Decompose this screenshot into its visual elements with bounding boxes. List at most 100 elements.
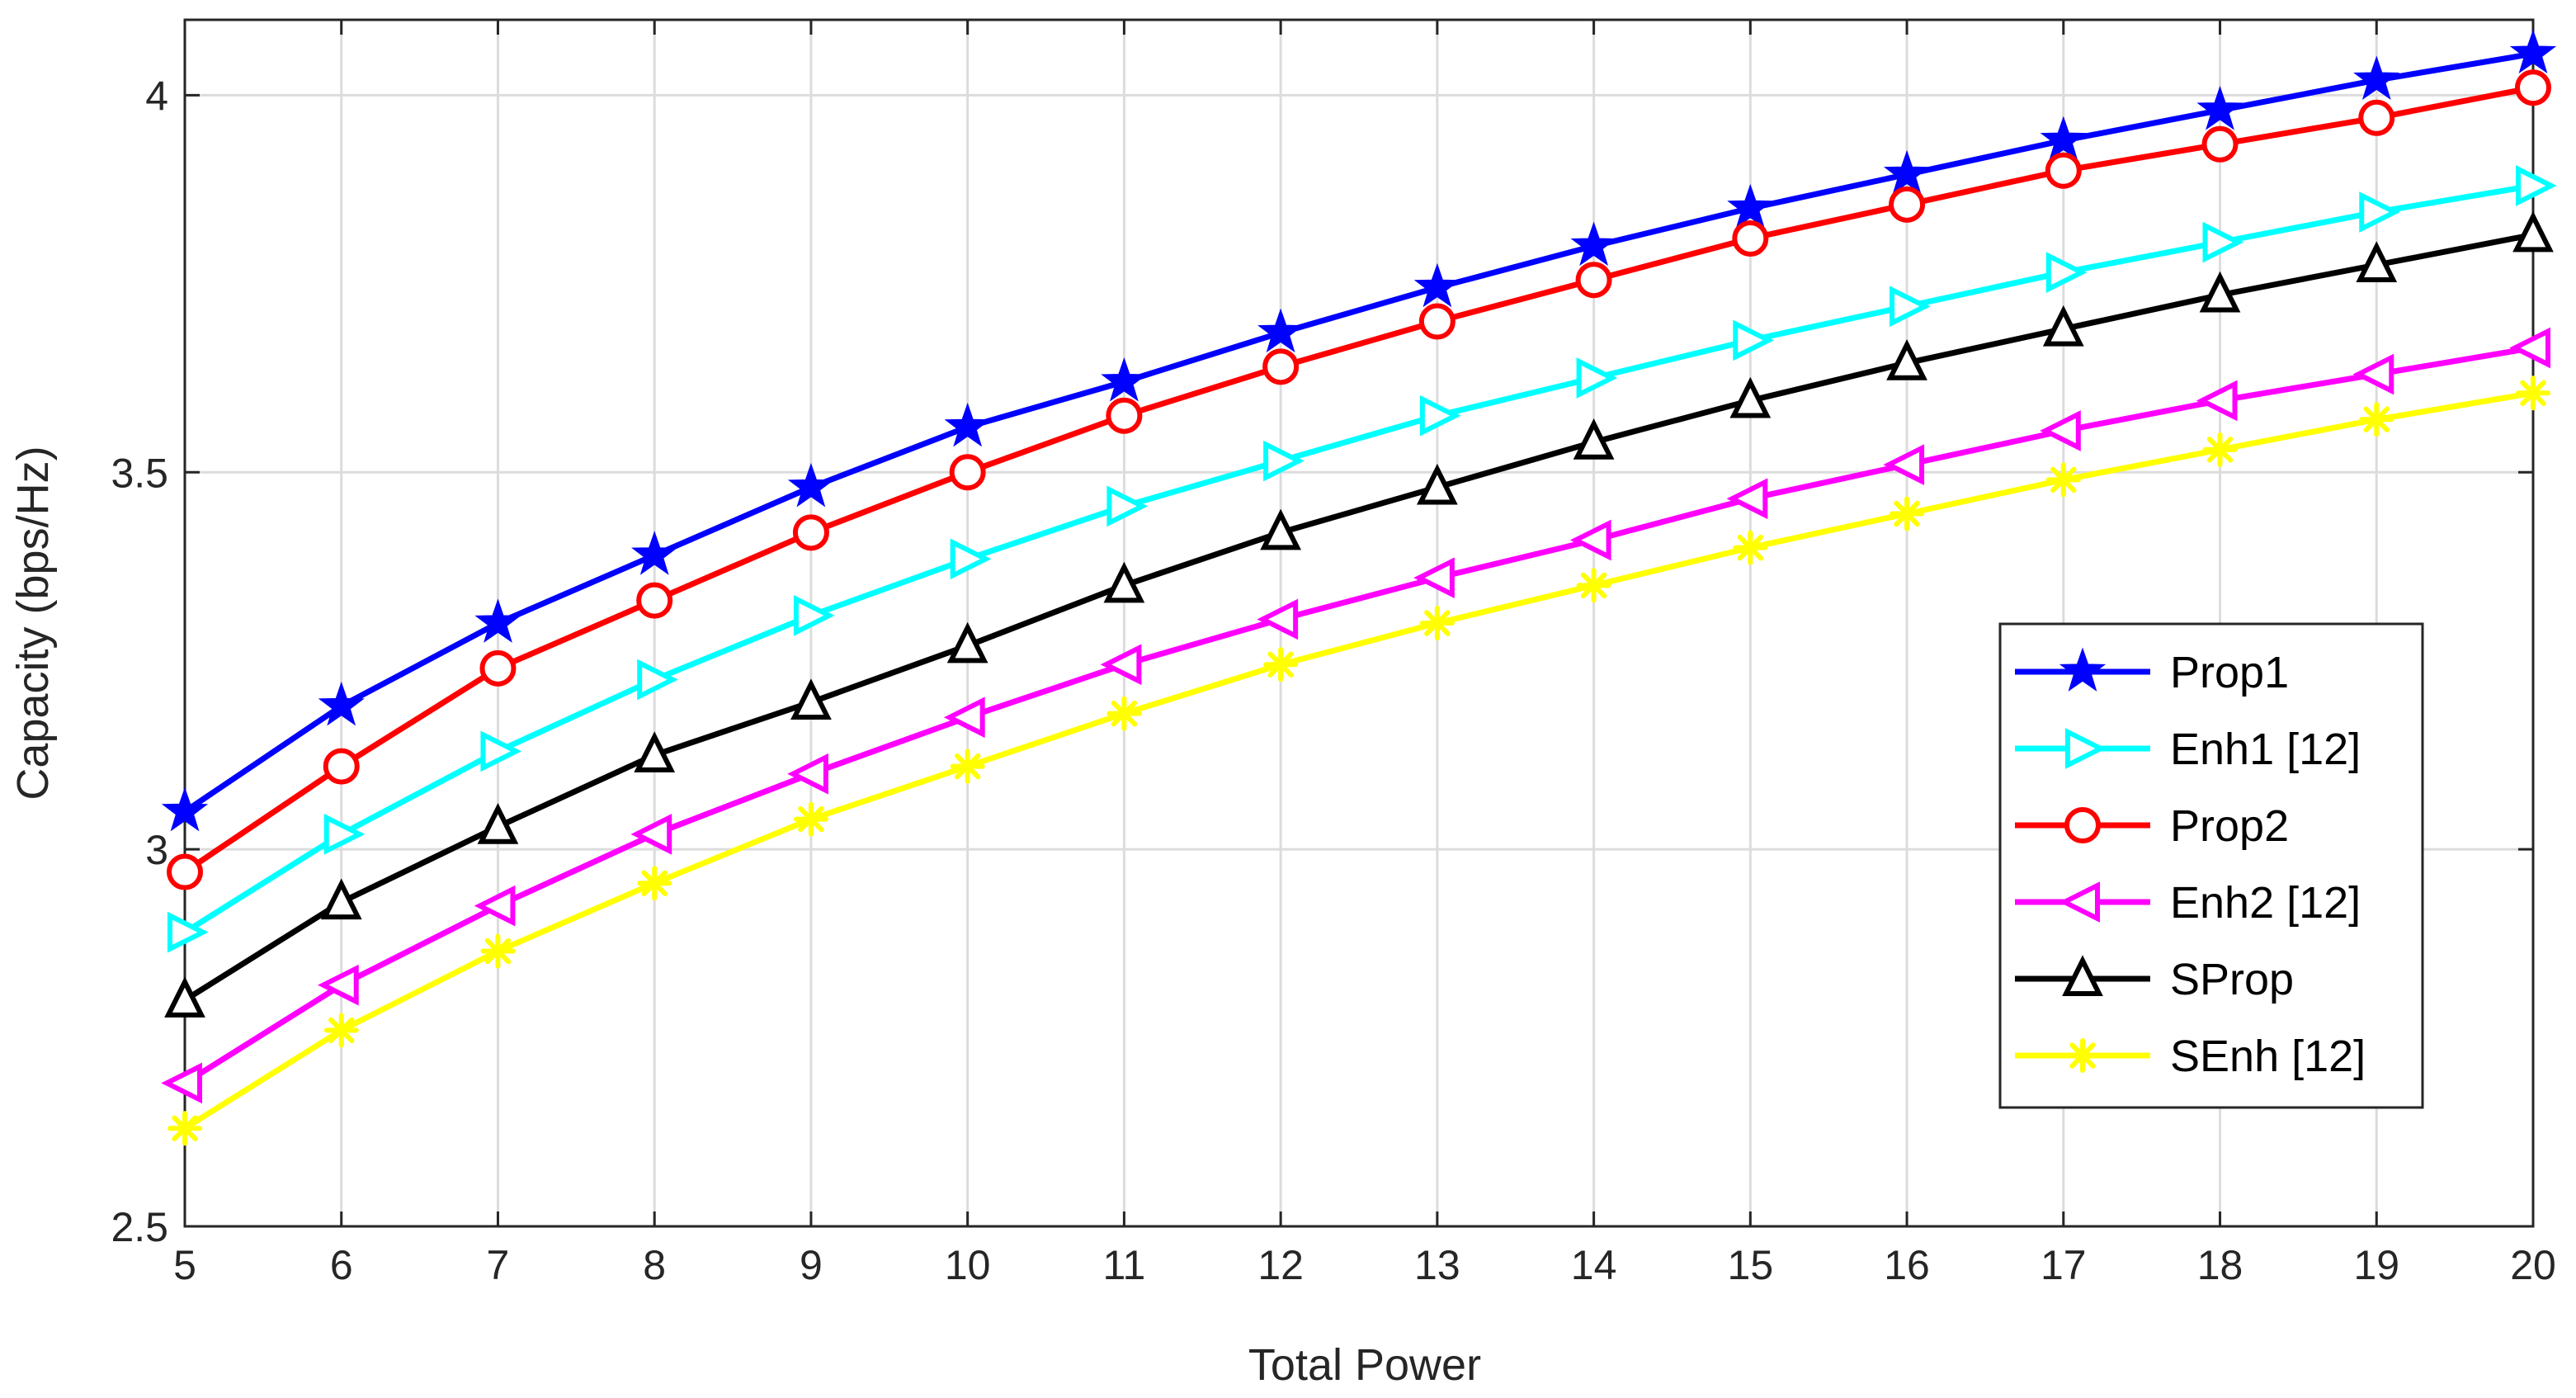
legend-label: SProp [2170, 955, 2294, 1004]
asterisk-stroke [1894, 500, 1920, 527]
data-point [1106, 397, 1143, 434]
data-point [2196, 85, 2243, 130]
data-point [1260, 508, 1301, 550]
data-point [949, 454, 986, 491]
legend-marker [2062, 955, 2103, 996]
series-6 [167, 375, 2550, 1146]
data-point [1732, 220, 1769, 257]
x-tick-label: 18 [2197, 1242, 2243, 1288]
series-5 [164, 210, 2554, 1018]
series-line [182, 345, 2536, 1086]
data-point [480, 730, 522, 772]
data-point [323, 748, 360, 785]
data-point [2045, 152, 2082, 189]
legend-marker [2065, 728, 2107, 769]
legend-entry: Enh2 [12] [2015, 878, 2361, 928]
data-point [792, 514, 829, 551]
series-line [182, 390, 2536, 1131]
data-point [2516, 375, 2550, 411]
data-point [2512, 210, 2554, 253]
data-point [1413, 262, 1460, 308]
data-point [2515, 69, 2551, 106]
data-point [2359, 191, 2400, 233]
data-point [1106, 696, 1142, 731]
data-point [2359, 402, 2394, 437]
data-point [946, 621, 988, 664]
x-tick-label: 17 [2041, 1242, 2087, 1288]
series-1 [161, 29, 2557, 832]
data-point [950, 749, 985, 784]
data-point [787, 753, 828, 795]
asterisk-stroke [2050, 466, 2077, 494]
data-point [323, 813, 366, 855]
data-point [1262, 348, 1300, 385]
series-line [182, 84, 2536, 875]
y-tick-label: 4 [145, 73, 168, 119]
data-point [164, 976, 205, 1018]
data-point [1100, 644, 1142, 686]
data-point [1889, 186, 1926, 223]
y-tick-label: 2.5 [111, 1204, 168, 1250]
data-point [167, 911, 209, 953]
x-tick-label: 20 [2510, 1242, 2556, 1288]
x-tick-label: 13 [1414, 1242, 1460, 1288]
data-point [1576, 357, 1618, 399]
data-point [474, 885, 516, 927]
series-4 [161, 327, 2550, 1104]
asterisk-stroke [1111, 700, 1138, 727]
data-point [637, 866, 672, 901]
data-point [1413, 557, 1455, 599]
data-point [1419, 606, 1455, 640]
data-point [161, 1062, 202, 1104]
legend-marker [2059, 881, 2100, 923]
data-point [1576, 568, 1611, 603]
data-point [1890, 286, 1931, 328]
data-point [474, 598, 521, 643]
data-point [1106, 485, 1149, 527]
data-point [1418, 303, 1455, 340]
data-point [943, 697, 985, 739]
data-point [167, 853, 203, 890]
axes [183, 18, 2535, 1228]
data-point [318, 964, 359, 1006]
data-point [1263, 647, 1299, 682]
legend-marker [2065, 1038, 2100, 1073]
asterisk-stroke [2206, 437, 2234, 463]
series-line [182, 182, 2536, 936]
legend-label: Enh1 [12] [2170, 725, 2361, 774]
asterisk-stroke [1424, 610, 1451, 636]
data-point [2353, 55, 2400, 100]
x-tick-label: 19 [2353, 1242, 2399, 1288]
data-point [2045, 252, 2088, 293]
data-point [2201, 125, 2239, 163]
data-point [1417, 463, 1458, 505]
series-3 [167, 69, 2551, 890]
data-point [320, 878, 362, 920]
data-point [2509, 327, 2550, 369]
data-point [1733, 530, 1768, 565]
legend: Prop1 Enh1 [12] Prop2 Enh2 [12] SProp SEnh [1… [1998, 622, 2424, 1109]
x-axis-label: Total Power [1248, 1340, 1481, 1390]
asterisk-stroke [172, 1115, 198, 1141]
data-point [1101, 357, 1148, 402]
data-point [1103, 561, 1145, 603]
x-tick-label: 7 [487, 1242, 510, 1288]
data-point [1733, 319, 1775, 361]
data-point [634, 731, 676, 772]
data-point [477, 803, 519, 844]
data-point [318, 681, 365, 726]
legend-marker [2059, 647, 2107, 692]
asterisk-stroke [798, 805, 824, 833]
data-point [1726, 478, 1768, 520]
data-point [2199, 271, 2241, 313]
legend-label: Prop2 [2170, 801, 2289, 851]
data-point [793, 595, 835, 636]
x-tick-label: 15 [1728, 1242, 1774, 1288]
data-point [2040, 116, 2087, 161]
data-point [1883, 149, 1931, 195]
data-point [636, 582, 673, 619]
legend-label: Enh2 [12] [2170, 878, 2361, 928]
data-point [2352, 353, 2394, 395]
